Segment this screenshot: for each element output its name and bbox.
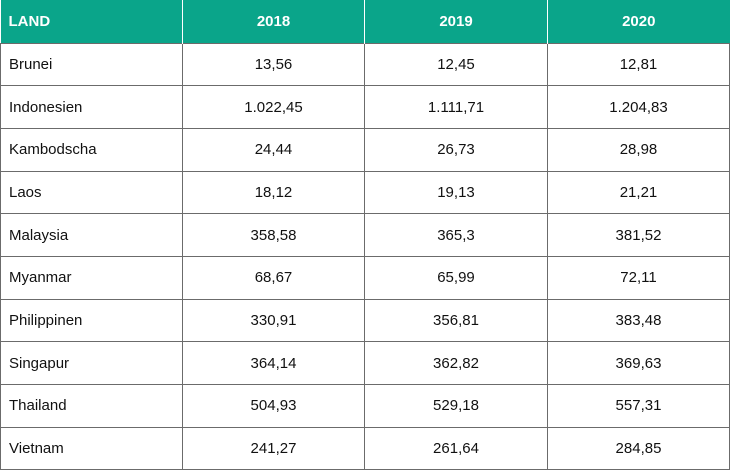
cell-country: Philippinen [0,298,183,343]
cell-value-2020: 1.204,83 [547,85,730,129]
header-land: LAND [0,0,183,43]
table-row: Myanmar 68,67 65,99 72,11 [0,255,730,300]
table-header-row: LAND 2018 2019 2020 [0,0,730,43]
cell-value-2019: 26,73 [364,127,548,172]
header-2019: 2019 [364,0,548,43]
cell-value-2020: 284,85 [547,426,730,471]
cell-value-2020: 21,21 [547,170,730,215]
cell-country: Myanmar [0,255,183,300]
cell-country: Thailand [0,384,183,428]
cell-value-2019: 365,3 [364,213,548,257]
cell-value-2020: 72,11 [547,255,730,300]
cell-value-2020: 381,52 [547,213,730,257]
cell-value-2020: 383,48 [547,298,730,343]
cell-value-2018: 13,56 [182,42,365,87]
cell-value-2018: 364,14 [182,341,365,385]
cell-value-2018: 504,93 [182,384,365,428]
cell-value-2019: 261,64 [364,426,548,471]
cell-country: Indonesien [0,85,183,129]
cell-value-2019: 12,45 [364,42,548,87]
cell-value-2019: 1.111,71 [364,85,548,129]
cell-value-2020: 28,98 [547,127,730,172]
cell-value-2019: 65,99 [364,255,548,300]
cell-country: Malaysia [0,213,183,257]
table-row: Vietnam 241,27 261,64 284,85 [0,426,730,471]
cell-value-2020: 557,31 [547,384,730,428]
cell-value-2018: 358,58 [182,213,365,257]
cell-value-2019: 362,82 [364,341,548,385]
cell-country: Brunei [0,42,183,87]
table-row: Philippinen 330,91 356,81 383,48 [0,298,730,343]
header-2020: 2020 [547,0,730,43]
table-row: Kambodscha 24,44 26,73 28,98 [0,127,730,172]
table-row: Singapur 364,14 362,82 369,63 [0,341,730,385]
cell-value-2020: 369,63 [547,341,730,385]
cell-country: Singapur [0,341,183,385]
table-row: Brunei 13,56 12,45 12,81 [0,42,730,87]
table-row: Thailand 504,93 529,18 557,31 [0,384,730,428]
cell-country: Vietnam [0,426,183,471]
cell-value-2018: 18,12 [182,170,365,215]
cell-value-2019: 529,18 [364,384,548,428]
cell-value-2018: 68,67 [182,255,365,300]
table-row: Laos 18,12 19,13 21,21 [0,170,730,215]
header-2018: 2018 [182,0,365,43]
cell-country: Laos [0,170,183,215]
cell-value-2019: 356,81 [364,298,548,343]
cell-value-2019: 19,13 [364,170,548,215]
cell-value-2020: 12,81 [547,42,730,87]
cell-country: Kambodscha [0,127,183,172]
cell-value-2018: 1.022,45 [182,85,365,129]
table-row: Malaysia 358,58 365,3 381,52 [0,213,730,257]
cell-value-2018: 24,44 [182,127,365,172]
cell-value-2018: 330,91 [182,298,365,343]
table-row: Indonesien 1.022,45 1.111,71 1.204,83 [0,85,730,129]
cell-value-2018: 241,27 [182,426,365,471]
